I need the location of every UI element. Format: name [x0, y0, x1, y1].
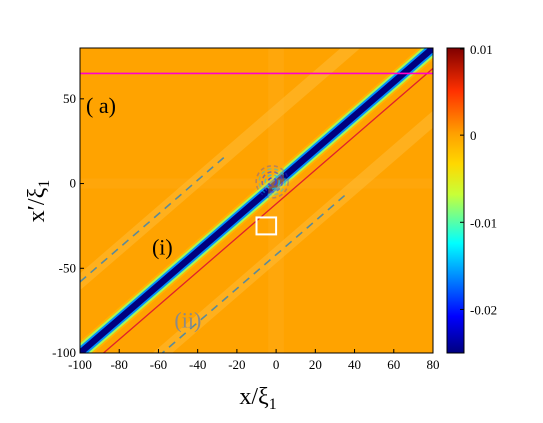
- x-axis-ticks: -100 -80 -60 -40 -20 0 20 40 60 80: [68, 349, 440, 372]
- heatmap-overlays: [80, 48, 433, 353]
- x-tick-label: -60: [150, 357, 167, 372]
- annotation-label: (i): [152, 235, 173, 260]
- vertical-streak: [268, 48, 284, 353]
- colorbar-ticks: 0.01 0 -0.01 -0.02: [460, 42, 497, 317]
- secondary-band: [80, 48, 361, 291]
- x-tick-label: 80: [427, 357, 440, 372]
- x-tick-label: 60: [387, 357, 400, 372]
- y-axis-ticks: -100 -50 0 50: [52, 91, 84, 360]
- ripple-ring: [255, 165, 289, 199]
- y-tick-label: -100: [52, 345, 76, 360]
- colorbar-tick-label: -0.02: [470, 302, 497, 317]
- y-tick-label: 50: [63, 91, 76, 106]
- annotation-label: (ii): [174, 308, 201, 333]
- ripple-ring: [258, 168, 286, 196]
- horizontal-streak: [80, 178, 433, 189]
- plot-frame: [79, 47, 434, 354]
- colorbar-tick-label: 0: [470, 128, 477, 143]
- panel-label: ( a): [86, 93, 116, 118]
- x-tick-label: 0: [273, 357, 280, 372]
- x-tick-label: -100: [68, 357, 92, 372]
- ripple-ring: [264, 174, 280, 190]
- x-tick-label: -20: [228, 357, 245, 372]
- y-tick-label: -50: [59, 260, 76, 275]
- colorbar: [446, 47, 465, 354]
- x-tick-label: 20: [309, 357, 322, 372]
- y-axis-label: x′/ξ1: [24, 180, 53, 223]
- x-axis-label: x/ξ1: [239, 384, 276, 413]
- y-tick-label: 0: [70, 176, 77, 191]
- x-tick-label: -80: [111, 357, 128, 372]
- x-tick-label: 40: [348, 357, 361, 372]
- highlight-box: [255, 216, 278, 236]
- diagonal-band-layer: [80, 48, 433, 353]
- dashed-line: [80, 154, 228, 283]
- ripple-ring: [261, 171, 283, 193]
- colorbar-tick-label: 0.01: [470, 42, 493, 57]
- secondary-band: [152, 110, 433, 353]
- colorbar-tick-label: -0.01: [470, 215, 497, 230]
- x-tick-label: -40: [189, 357, 206, 372]
- ripple-ring: [267, 177, 277, 187]
